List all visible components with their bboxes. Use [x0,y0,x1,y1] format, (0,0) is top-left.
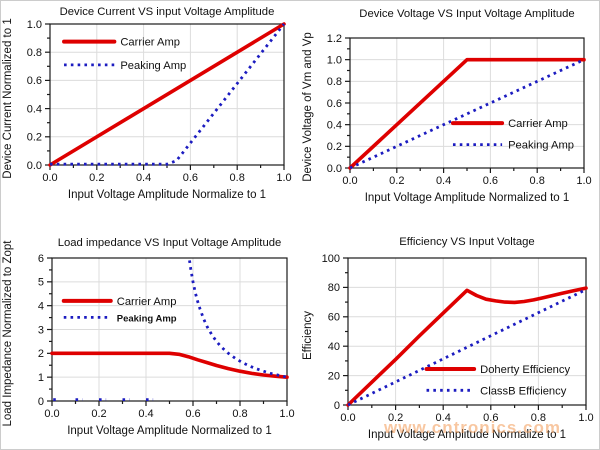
y-tick-label: 1.0 [327,54,342,66]
y-tick-label: 6 [38,253,44,265]
y-tick-label: 3 [38,324,44,336]
series-line-peaking-amp [188,260,288,379]
gridlines [52,258,287,401]
x-tick-label: 0.2 [389,175,404,187]
chart-title: Device Current VS input Voltage Amplitud… [60,6,275,18]
plot-border [347,257,587,406]
y-axis-label: Load Impedance Normalized to Zopt [2,240,14,427]
chart-svg-efficiency: 0.0 0.2 0.4 0.6 0.8 1.0 0 20 40 60 80 100 Efficiency… [302,236,594,441]
legend-label-peaking-amp: Peaking Amp [508,140,574,152]
y-tick-label: 0.2 [27,132,42,144]
y-tick-label: 80 [328,282,340,294]
chart-efficiency: 0.0 0.2 0.4 0.6 0.8 1.0 0 20 40 60 80 100 Efficiency… [300,225,600,450]
chart-device-voltage: 0.0 0.2 0.4 0.6 0.8 1.0 0.0 0.2 0.4 0.6 0.8 1.0 1.2 D… [300,0,600,225]
legend-label-peaking-amp: Peaking Amp [117,313,177,324]
x-tick-label: 0.6 [185,408,200,420]
legend: Carrier Amp Peaking Amp [62,37,186,72]
series-line-carrier-amp [48,22,286,167]
x-tick-label: 0.0 [44,408,59,420]
axis-ticks [345,37,585,173]
x-tick-label: 0.8 [232,408,247,420]
chart-load-impedance: 0.0 0.2 0.4 0.6 0.8 1.0 0 1 2 3 4 5 6 Load impedance … [0,225,300,450]
series-line-peaking-amp [349,58,585,170]
axis-ticks [47,257,288,406]
legend-label-doherty-efficiency: Doherty Efficiency [480,364,570,376]
y-tick-label: 20 [328,370,340,382]
y-tick-label: 100 [322,253,340,265]
plot-border [349,37,585,169]
x-tick-label: 1.0 [276,172,291,184]
x-tick-label: 0.2 [91,408,106,420]
x-tick-label: 0.0 [342,175,357,187]
x-tick-label: 0.4 [436,412,451,424]
y-tick-label: 1 [38,372,44,384]
x-tick-label: 0.6 [483,412,498,424]
x-tick-label: 0.8 [530,175,545,187]
legend-label-carrier-amp: Carrier Amp [117,296,177,308]
y-tick-label: 4 [38,300,44,312]
x-tick-label: 1.0 [578,412,593,424]
x-tick-label: 0.4 [436,175,451,187]
x-tick-label: 0.0 [340,412,355,424]
y-tick-label: 2 [38,348,44,360]
y-tick-label: 0.6 [27,75,42,87]
legend-label-classb-efficiency: ClassB Efficiency [480,385,567,397]
chart-title: Efficiency VS Input Voltage [399,236,534,248]
y-tick-label: 0.6 [327,98,342,110]
chart-title: Load impedance VS Input Voltage Amplitud… [58,237,282,249]
legend-label-carrier-amp: Carrier Amp [120,37,180,49]
x-tick-label: 0.4 [138,408,153,420]
x-tick-label: 0.6 [183,172,198,184]
chart-title: Device Voltage VS Input Voltage Amplitud… [359,8,574,20]
x-tick-label: 0.8 [531,412,546,424]
series-line-carrier-amp [348,57,586,170]
legend: Doherty Efficiency ClassB Efficiency [424,364,570,397]
series-line-carrier-amp [50,351,289,379]
legend-label-peaking-amp: Peaking Amp [120,60,186,72]
y-tick-label: 0.0 [327,163,342,175]
y-tick-label: 0.4 [327,119,342,131]
y-tick-label: 0.4 [27,103,42,115]
x-tick-label: 0.2 [89,172,104,184]
y-tick-label: 60 [328,312,340,324]
x-tick-label: 0.6 [483,175,498,187]
y-tick-label: 1.2 [327,33,342,45]
x-tick-label: 0.8 [230,172,245,184]
y-tick-label: 40 [328,341,340,353]
x-tick-label: 0.2 [388,412,403,424]
y-tick-label: 0.0 [27,160,42,172]
y-tick-label: 0.2 [327,141,342,153]
y-tick-label: 5 [38,277,44,289]
plot-border [51,257,288,402]
x-tick-label: 0.4 [136,172,151,184]
y-tick-label: 0.8 [327,76,342,88]
x-axis-label: Input Voltage Amplitude Normalize to 1 [368,429,566,441]
x-tick-label: 0.0 [42,172,57,184]
chart-device-current: 0.0 0.2 0.4 0.6 0.8 1.0 0.0 0.2 0.4 0.6 0.8 1.0 Devi… [0,0,300,225]
gridlines [50,24,284,165]
legend-label-carrier-amp: Carrier Amp [508,118,568,130]
y-axis-label: Device Current Normalized to 1 [2,18,14,178]
y-tick-label: 0 [38,396,44,408]
y-tick-label: 1.0 [27,19,42,31]
x-tick-label: 1.0 [279,408,294,420]
chart-svg-device-current: 0.0 0.2 0.4 0.6 0.8 1.0 0.0 0.2 0.4 0.6 0.8 1.0 Devi… [2,6,292,201]
y-axis-label: Device Voltage of Vm and Vp [302,32,314,182]
gridlines [348,258,586,405]
x-axis-label: Input Voltage Amplitude Normalized to 1 [365,192,570,204]
y-tick-label: 0.8 [27,47,42,59]
x-axis-label: Input Voltage Amplitude Normalize to 1 [68,189,266,201]
y-tick-label: 0 [334,400,340,412]
chart-svg-load-impedance: 0.0 0.2 0.4 0.6 0.8 1.0 0 1 2 3 4 5 6 Load impedance … [2,237,295,437]
series-line-doherty-efficiency [346,286,588,407]
y-axis-label: Efficiency [302,311,314,360]
legend: Carrier Amp Peaking Amp [61,296,177,324]
x-axis-label: Input Voltage Amplitude Normalized to 1 [67,425,272,437]
chart-svg-device-voltage: 0.0 0.2 0.4 0.6 0.8 1.0 0.0 0.2 0.4 0.6 0.8 1.0 1.2 D… [302,8,592,204]
x-tick-label: 1.0 [576,175,591,187]
legend: Carrier Amp Peaking Amp [450,118,574,152]
